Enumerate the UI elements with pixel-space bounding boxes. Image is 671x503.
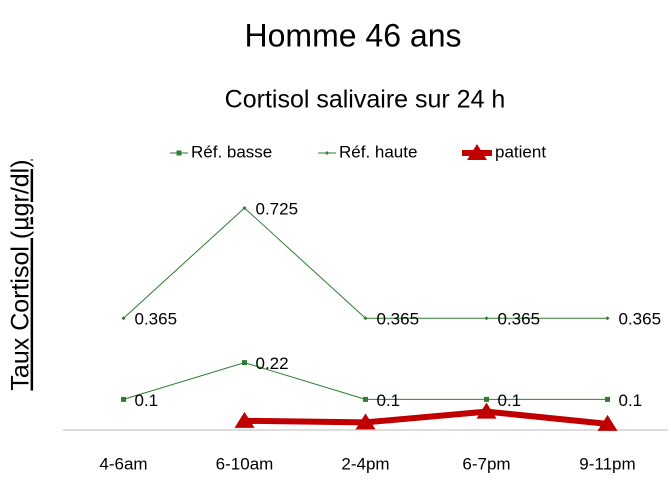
chart-subtitle: Cortisol salivaire sur 24 h <box>225 86 506 114</box>
data-label: 0.365 <box>377 310 420 329</box>
data-label: 0.365 <box>498 310 541 329</box>
legend-marker <box>467 144 487 160</box>
y-axis-title: Taux Cortisol (µgr/dl) <box>7 159 35 390</box>
marker <box>605 396 610 402</box>
data-label: 0.1 <box>619 391 643 410</box>
marker <box>242 360 247 366</box>
legend-label: Réf. haute <box>339 142 417 161</box>
legend-label: Réf. basse <box>191 142 272 161</box>
marker <box>355 413 376 430</box>
marker <box>476 402 497 419</box>
marker <box>605 316 610 321</box>
marker <box>234 411 255 428</box>
series-line <box>244 408 608 427</box>
data-label: 0.725 <box>256 199 299 218</box>
marker <box>597 414 618 431</box>
data-label: 0.365 <box>135 310 178 329</box>
x-tick-label: 2-4pm <box>341 454 389 473</box>
marker <box>121 396 126 402</box>
chart-title: Homme 46 ans <box>245 17 462 53</box>
data-label: 0.1 <box>498 391 522 410</box>
marker <box>484 396 489 402</box>
marker <box>363 316 368 321</box>
legend-marker <box>325 151 329 155</box>
data-label: 0.22 <box>256 354 289 373</box>
legend-label: patient <box>495 142 546 161</box>
marker <box>363 396 368 402</box>
data-label: 0.1 <box>377 391 401 410</box>
legend-marker <box>176 150 182 156</box>
marker <box>484 316 489 321</box>
marker <box>242 205 247 210</box>
data-label: 0.1 <box>135 391 159 410</box>
x-tick-label: 4-6am <box>99 454 147 473</box>
x-tick-label: 6-10am <box>216 454 274 473</box>
marker <box>121 316 126 321</box>
x-tick-label: 9-11pm <box>579 454 635 473</box>
x-tick-label: 6-7pm <box>462 454 510 473</box>
data-label: 0.365 <box>619 310 662 329</box>
